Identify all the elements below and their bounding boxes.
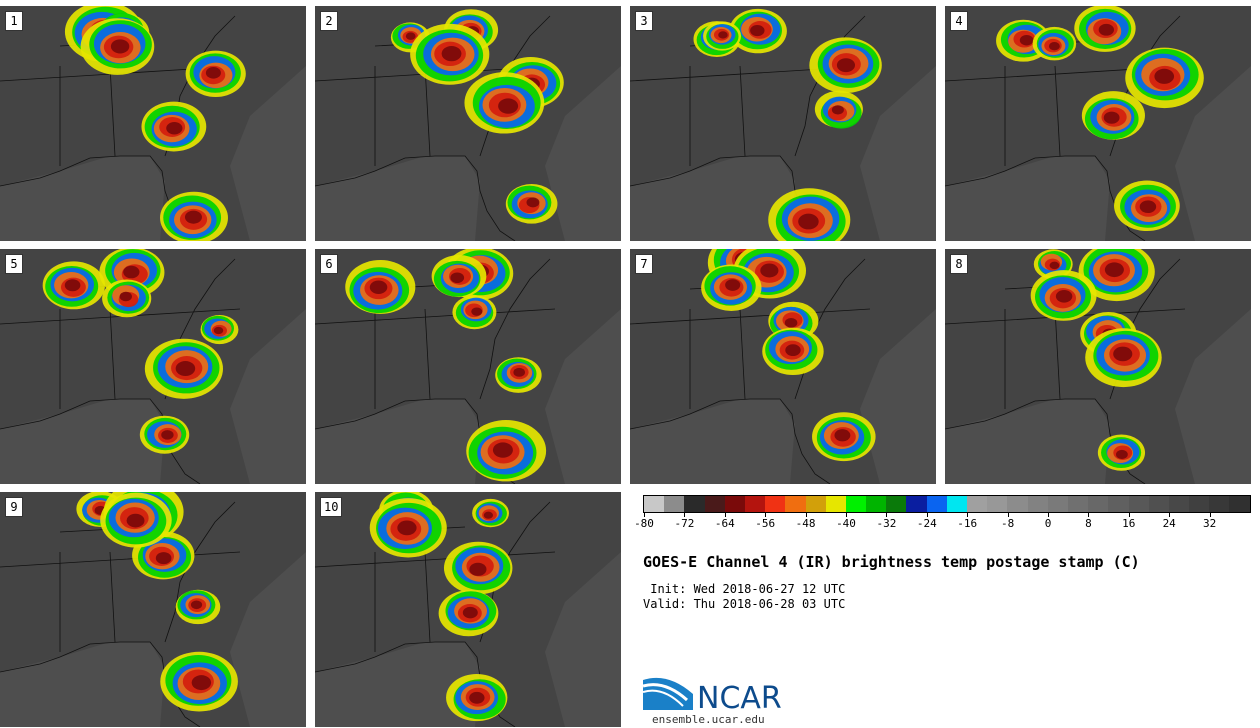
- colorbar-segment: [1007, 496, 1028, 512]
- colorbar-segment: [704, 496, 725, 512]
- colorbar-tick-label: -40: [836, 517, 856, 530]
- stamp-panel-7: 7: [630, 249, 936, 484]
- colorbar-segment: [1067, 496, 1089, 512]
- colorbar-tick-mark: [684, 513, 686, 517]
- stamp-map: [315, 249, 621, 484]
- colorbar-segment: [1027, 496, 1048, 512]
- stamp-panel-8: 8: [945, 249, 1251, 484]
- stamp-number: 7: [635, 254, 653, 274]
- colorbar-segment: [664, 496, 685, 512]
- colorbar-segment: [926, 496, 947, 512]
- stamp-panel-9: 9: [0, 492, 306, 727]
- colorbar-segment: [866, 496, 887, 512]
- stamp-panel-2: 2: [315, 6, 621, 241]
- stamp-map: [0, 249, 306, 484]
- colorbar-segment: [765, 496, 786, 512]
- colorbar-tick-label: -64: [714, 517, 735, 530]
- colorbar-tick-label: -8: [1000, 517, 1015, 530]
- stamp-map: [0, 6, 306, 241]
- colorbar-segment: [1108, 496, 1129, 512]
- colorbar-tick-label: -72: [674, 517, 695, 530]
- ncar-logo-icon: [643, 677, 693, 710]
- colorbar-tick-mark: [1169, 513, 1171, 517]
- stamp-number: 3: [635, 11, 653, 31]
- stamp-number: 1: [5, 11, 23, 31]
- colorbar-tick-mark: [805, 513, 807, 517]
- colorbar-segment: [845, 496, 867, 512]
- colorbar-segment: [825, 496, 846, 512]
- colorbar-segment: [1168, 496, 1190, 512]
- colorbar-tick-mark: [724, 513, 726, 517]
- site-url: ensemble.ucar.edu: [652, 713, 765, 726]
- colorbar-ticks: -80 -72 -64 -56 -48 -40 -32 -24 -16 -8 0 8 16 24 32: [634, 513, 1249, 533]
- colorbar-segment: [946, 496, 967, 512]
- stamp-map: [0, 492, 306, 727]
- stamp-panel-1: 1: [0, 6, 306, 241]
- colorbar-tick-mark: [886, 513, 888, 517]
- stamp-map: [945, 6, 1251, 241]
- colorbar-tick-mark: [765, 513, 767, 517]
- colorbar-tick-label: -32: [876, 517, 897, 530]
- stamp-number: 9: [5, 497, 23, 517]
- colorbar-segment: [1088, 496, 1109, 512]
- figure-title: GOES-E Channel 4 (IR) brightness temp po…: [643, 553, 1140, 571]
- colorbar-segment: [987, 496, 1008, 512]
- stamp-panel-5: 5: [0, 249, 306, 484]
- stamp-panel-4: 4: [945, 6, 1251, 241]
- stamp-number: 2: [320, 11, 338, 31]
- colorbar-tick-mark: [846, 513, 847, 517]
- colorbar-tick-label: -56: [755, 517, 776, 530]
- valid-time: Valid: Thu 2018-06-28 03 UTC: [643, 597, 846, 611]
- init-time: Init: Wed 2018-06-27 12 UTC: [643, 582, 846, 596]
- colorbar-tick-mark: [1007, 513, 1009, 517]
- colorbar-tick-mark: [926, 513, 928, 517]
- colorbar-tick-label: -48: [795, 517, 816, 530]
- colorbar-tick-mark: [1048, 513, 1049, 517]
- temperature-colorbar: [643, 495, 1251, 513]
- colorbar-tick-label: 16: [1122, 517, 1136, 530]
- colorbar-tick-label: 0: [1044, 517, 1052, 530]
- stamp-number: 5: [5, 254, 23, 274]
- colorbar-segment: [906, 496, 927, 512]
- colorbar-segment: [744, 496, 766, 512]
- stamp-number: 10: [320, 497, 343, 517]
- stamp-number: 8: [950, 254, 968, 274]
- stamp-map: [630, 249, 936, 484]
- colorbar-segment: [724, 496, 745, 512]
- colorbar-tick-label: 8: [1085, 517, 1092, 530]
- colorbar-tick-mark: [644, 513, 645, 517]
- colorbar-tick-label: 32: [1202, 517, 1217, 530]
- colorbar-segment: [1047, 496, 1068, 512]
- colorbar-segment: [886, 496, 907, 512]
- colorbar-segment: [644, 496, 665, 512]
- colorbar-segment: [785, 496, 806, 512]
- colorbar-segment: [1229, 496, 1250, 512]
- colorbar-tick-mark: [1128, 513, 1130, 517]
- stamp-panel-6: 6: [315, 249, 621, 484]
- stamp-map: [630, 6, 936, 241]
- stamp-number: 4: [950, 11, 968, 31]
- stamp-panel-3: 3: [630, 6, 936, 241]
- colorbar-segment: [1148, 496, 1169, 512]
- colorbar-tick-mark: [1088, 513, 1090, 517]
- stamp-number: 6: [320, 254, 338, 274]
- colorbar-tick-mark: [967, 513, 969, 517]
- colorbar-segment: [967, 496, 988, 512]
- stamp-map: [315, 6, 621, 241]
- colorbar-tick-label: -24: [916, 517, 937, 530]
- ncar-logo-text: NCAR: [697, 681, 782, 716]
- stamp-panel-10: 10: [315, 492, 621, 727]
- colorbar-tick-mark: [1209, 513, 1211, 517]
- colorbar-segment: [684, 496, 705, 512]
- stamp-map: [315, 492, 621, 727]
- colorbar-segment: [1209, 496, 1230, 512]
- colorbar-tick-label: -16: [957, 517, 978, 530]
- colorbar-tick-label: -80: [634, 517, 654, 530]
- colorbar-segment: [1189, 496, 1210, 512]
- stamp-map: [945, 249, 1251, 484]
- colorbar-segment: [1128, 496, 1149, 512]
- colorbar-tick-label: 24: [1162, 517, 1176, 530]
- colorbar-segment: [805, 496, 826, 512]
